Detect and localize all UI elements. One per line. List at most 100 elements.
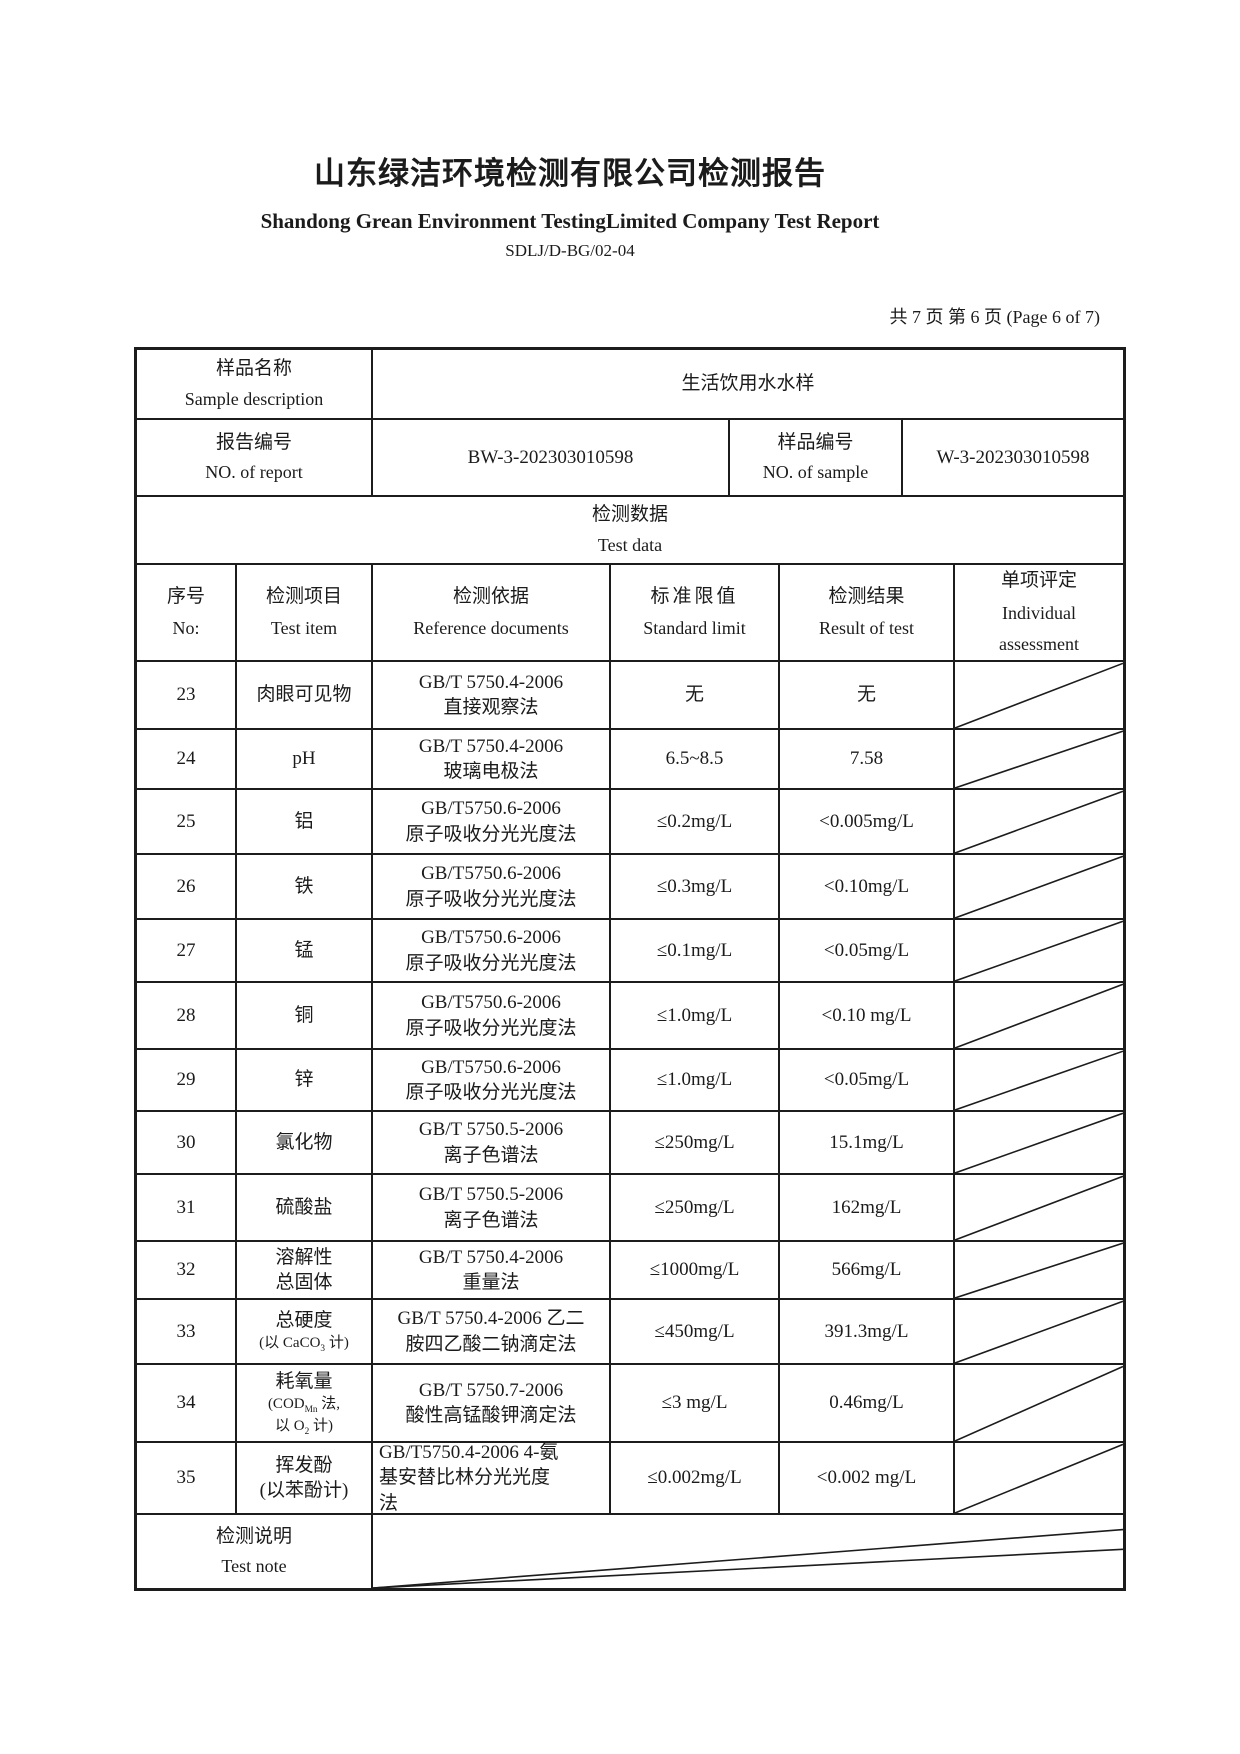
col-result: 0.46mg/L — [780, 1365, 955, 1443]
column-header-no: 序号 No: — [137, 565, 237, 662]
col-assessment — [955, 790, 1123, 855]
table-row: 32 溶解性 总固体 GB/T 5750.4-2006 重量法 ≤1000mg/L 566m… — [137, 1242, 1123, 1300]
table-row: 29 锌 GB/T5750.6-2006 原子吸收分光光度法 ≤1.0mg/L <0.05… — [137, 1050, 1123, 1112]
page-number: 共 7 页 第 6 页 (Page 6 of 7) — [889, 307, 1100, 327]
col-assessment — [955, 1050, 1123, 1112]
col-result: 无 — [780, 662, 955, 730]
col-no: 23 — [137, 662, 237, 730]
blank-cell-slash — [955, 983, 1123, 1048]
document-header: 山东绿洁环境检测有限公司检测报告 Shandong Grean Environm… — [0, 148, 1140, 261]
col-reference: GB/T5750.6-2006 原子吸收分光光度法 — [373, 920, 611, 983]
sample-description-value: 生活饮用水水样 — [373, 350, 1123, 420]
col-no: 32 — [137, 1242, 237, 1300]
col-test-item: 总硬度 (以 CaCO3 计) — [237, 1300, 373, 1365]
section-title: 检测数据 Test data — [137, 497, 1123, 565]
col-reference: GB/T5750.6-2006 原子吸收分光光度法 — [373, 790, 611, 855]
sample-number-value: W-3-202303010598 — [903, 420, 1123, 497]
col-no: 26 — [137, 855, 237, 920]
col-reference: GB/T 5750.4-2006 重量法 — [373, 1242, 611, 1300]
col-no: 28 — [137, 983, 237, 1050]
col-no: 35 — [137, 1443, 237, 1515]
sample-description-label: 样品名称 Sample description — [137, 350, 373, 420]
report-number-value: BW-3-202303010598 — [373, 420, 730, 497]
col-result: <0.002 mg/L — [780, 1443, 955, 1515]
test-data-rows: 23 肉眼可见物 GB/T 5750.4-2006 直接观察法无无 24 pH GB/T 5… — [137, 662, 1123, 1515]
blank-cell-slash — [955, 730, 1123, 788]
sample-description-row: 样品名称 Sample description 生活饮用水水样 — [137, 350, 1123, 420]
blank-cell-slash — [955, 1175, 1123, 1240]
blank-cell-slash — [955, 1242, 1123, 1298]
table-row: 35 挥发酚 (以苯酚计) GB/T5750.4-2006 4-氨 基安替比林分光光度法… — [137, 1442, 1123, 1515]
blank-cell-slash — [955, 1112, 1123, 1173]
col-assessment — [955, 855, 1123, 920]
blank-cell-slash — [955, 855, 1123, 918]
column-header-test-item: 检测项目 Test item — [237, 565, 373, 662]
col-test-item: 氯化物 — [237, 1112, 373, 1175]
col-no: 25 — [137, 790, 237, 855]
col-no: 30 — [137, 1112, 237, 1175]
page-title-english: Shandong Grean Environment TestingLimite… — [260, 209, 880, 233]
sample-number-label: 样品编号 NO. of sample — [730, 420, 903, 497]
blank-cell-slash — [373, 1515, 1123, 1588]
column-header-result: 检测结果 Result of test — [780, 565, 955, 662]
col-result: 391.3mg/L — [780, 1300, 955, 1365]
col-no: 27 — [137, 920, 237, 983]
col-test-item: 挥发酚 (以苯酚计) — [237, 1443, 373, 1515]
col-test-item: 铜 — [237, 983, 373, 1050]
table-row: 27 锰 GB/T5750.6-2006 原子吸收分光光度法 ≤0.1mg/L <0.05… — [137, 920, 1123, 983]
table-row: 34 耗氧量 (CODMn 法, 以 O2 计) GB/T 5750.7-2006 酸性高… — [137, 1365, 1123, 1443]
col-result: <0.005mg/L — [780, 790, 955, 855]
col-reference: GB/T 5750.7-2006 酸性高锰酸钾滴定法 — [373, 1365, 611, 1443]
blank-cell-slash — [955, 1300, 1123, 1363]
col-standard-limit: 无 — [611, 662, 780, 730]
col-assessment — [955, 1242, 1123, 1300]
col-test-item: 铁 — [237, 855, 373, 920]
col-reference: GB/T 5750.5-2006 离子色谱法 — [373, 1112, 611, 1175]
table-row: 23 肉眼可见物 GB/T 5750.4-2006 直接观察法无无 — [137, 662, 1123, 730]
col-reference: GB/T5750.4-2006 4-氨 基安替比林分光光度法 — [373, 1442, 611, 1515]
col-reference: GB/T5750.6-2006 原子吸收分光光度法 — [373, 1050, 611, 1112]
col-standard-limit: ≤0.2mg/L — [611, 790, 780, 855]
col-test-item: 锌 — [237, 1050, 373, 1112]
test-note-value — [373, 1515, 1123, 1588]
report-number-row: 报告编号 NO. of report BW-3-202303010598 样品编… — [137, 420, 1123, 497]
table-row: 33 总硬度 (以 CaCO3 计) GB/T 5750.4-2006 乙二 胺四乙酸二… — [137, 1300, 1123, 1365]
blank-cell-slash — [955, 920, 1123, 981]
column-header-row: 序号 No: 检测项目 Test item 检测依据 Reference doc… — [137, 565, 1123, 662]
col-assessment — [955, 662, 1123, 730]
column-header-assessment: 单项评定 Individual assessment — [955, 565, 1123, 662]
col-standard-limit: ≤250mg/L — [611, 1112, 780, 1175]
col-standard-limit: ≤1000mg/L — [611, 1242, 780, 1300]
col-test-item: 铝 — [237, 790, 373, 855]
col-standard-limit: ≤0.002mg/L — [611, 1443, 780, 1515]
col-reference: GB/T 5750.4-2006 玻璃电极法 — [373, 730, 611, 790]
col-assessment — [955, 730, 1123, 790]
table-row: 24 pH GB/T 5750.4-2006 玻璃电极法 6.5~8.5 7.58 — [137, 730, 1123, 790]
col-result: 566mg/L — [780, 1242, 955, 1300]
test-note-row: 检测说明 Test note — [137, 1515, 1123, 1588]
col-reference: GB/T5750.6-2006 原子吸收分光光度法 — [373, 983, 611, 1050]
col-standard-limit: ≤1.0mg/L — [611, 1050, 780, 1112]
blank-cell-slash — [955, 1050, 1123, 1110]
col-reference: GB/T 5750.4-2006 直接观察法 — [373, 662, 611, 730]
page-title: 山东绿洁环境检测有限公司检测报告 — [314, 156, 826, 191]
col-no: 34 — [137, 1365, 237, 1443]
col-assessment — [955, 920, 1123, 983]
col-test-item: pH — [237, 730, 373, 790]
table-row: 28 铜 GB/T5750.6-2006 原子吸收分光光度法 ≤1.0mg/L <0.10… — [137, 983, 1123, 1050]
col-result: 7.58 — [780, 730, 955, 790]
blank-cell-slash — [955, 1443, 1123, 1513]
col-test-item: 溶解性 总固体 — [237, 1242, 373, 1300]
document-code: SDLJ/D-BG/02-04 — [505, 241, 635, 260]
table-row: 25 铝 GB/T5750.6-2006 原子吸收分光光度法 ≤0.2mg/L <0.00… — [137, 790, 1123, 855]
col-standard-limit: 6.5~8.5 — [611, 730, 780, 790]
col-standard-limit: ≤0.3mg/L — [611, 855, 780, 920]
test-report-table: 样品名称 Sample description 生活饮用水水样 报告编号 NO.… — [134, 347, 1126, 1591]
col-test-item: 耗氧量 (CODMn 法, 以 O2 计) — [237, 1365, 373, 1443]
column-header-standard-limit: 标准限值 Standard limit — [611, 565, 780, 662]
table-row: 31 硫酸盐 GB/T 5750.5-2006 离子色谱法 ≤250mg/L 162mg/… — [137, 1175, 1123, 1242]
col-standard-limit: ≤450mg/L — [611, 1300, 780, 1365]
col-result: <0.10 mg/L — [780, 983, 955, 1050]
column-header-reference: 检测依据 Reference documents — [373, 565, 611, 662]
